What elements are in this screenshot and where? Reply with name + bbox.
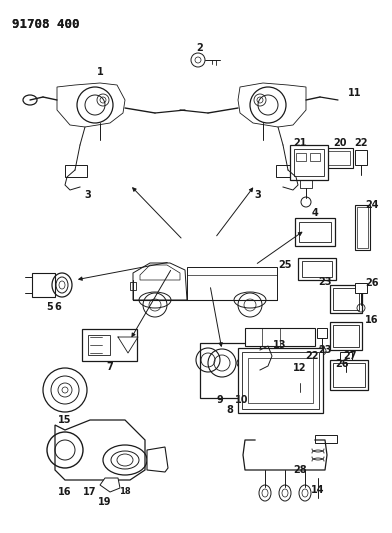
Text: 91708 400: 91708 400 [12, 18, 80, 31]
Bar [300, 180, 312, 188]
Bar [294, 149, 324, 176]
Text: 27: 27 [343, 351, 357, 361]
Text: 28: 28 [293, 465, 307, 475]
Text: 17: 17 [83, 487, 97, 497]
Text: 10: 10 [235, 395, 249, 405]
Bar [238, 348, 323, 413]
Bar [242, 352, 319, 409]
Text: 3: 3 [85, 190, 91, 200]
Bar [82, 329, 137, 361]
Bar [333, 288, 359, 310]
Bar [296, 153, 306, 161]
Bar [330, 360, 368, 390]
Text: 5: 5 [47, 302, 53, 312]
Text: 12: 12 [293, 363, 307, 373]
Text: 11: 11 [348, 88, 362, 98]
Bar [325, 148, 353, 168]
Bar [290, 145, 328, 180]
Text: 1: 1 [96, 67, 103, 77]
Bar [340, 352, 352, 362]
Bar [330, 285, 362, 313]
Polygon shape [238, 83, 306, 127]
Text: 16: 16 [365, 315, 379, 325]
Text: 24: 24 [365, 200, 379, 210]
Text: 91708 400: 91708 400 [12, 18, 80, 31]
Bar [298, 258, 336, 280]
Text: 26: 26 [335, 359, 349, 369]
Text: 26: 26 [365, 278, 379, 288]
Polygon shape [187, 267, 277, 300]
Text: 19: 19 [98, 497, 112, 507]
Text: 7: 7 [107, 362, 113, 372]
Bar [333, 325, 359, 347]
Text: 22: 22 [305, 351, 319, 361]
Polygon shape [32, 273, 55, 297]
Bar [302, 261, 332, 277]
Bar [355, 150, 367, 165]
Bar [200, 343, 260, 398]
Text: 20: 20 [333, 138, 347, 148]
Text: 23: 23 [318, 345, 332, 355]
Polygon shape [100, 478, 120, 492]
Bar [355, 283, 367, 293]
Bar [310, 153, 320, 161]
Bar [315, 435, 337, 443]
Text: 16: 16 [58, 487, 72, 497]
Text: 4: 4 [312, 208, 318, 218]
Text: 22: 22 [354, 138, 368, 148]
Bar [328, 151, 350, 165]
Text: 25: 25 [278, 260, 292, 270]
Text: 6: 6 [54, 302, 62, 312]
Polygon shape [57, 83, 125, 127]
Bar [248, 358, 313, 403]
Polygon shape [140, 265, 180, 280]
Bar [130, 282, 136, 290]
Bar [295, 218, 335, 246]
Bar [355, 205, 370, 250]
Text: 15: 15 [58, 415, 72, 425]
Bar [299, 222, 331, 242]
Text: 8: 8 [227, 405, 234, 415]
Bar [317, 328, 327, 338]
Text: 18: 18 [119, 488, 131, 497]
Bar [276, 165, 298, 177]
Text: 21: 21 [293, 138, 307, 148]
Bar [88, 335, 110, 355]
Bar [330, 322, 362, 350]
Text: 9: 9 [217, 395, 223, 405]
Text: 23: 23 [318, 277, 332, 287]
Bar [357, 207, 368, 248]
Text: 14: 14 [311, 485, 325, 495]
Text: 13: 13 [273, 340, 287, 350]
Bar [333, 363, 365, 387]
Polygon shape [133, 263, 187, 300]
Polygon shape [55, 420, 145, 480]
Text: 3: 3 [255, 190, 261, 200]
Text: 2: 2 [197, 43, 203, 53]
Bar [245, 328, 315, 346]
Bar [65, 165, 87, 177]
Polygon shape [147, 447, 168, 472]
